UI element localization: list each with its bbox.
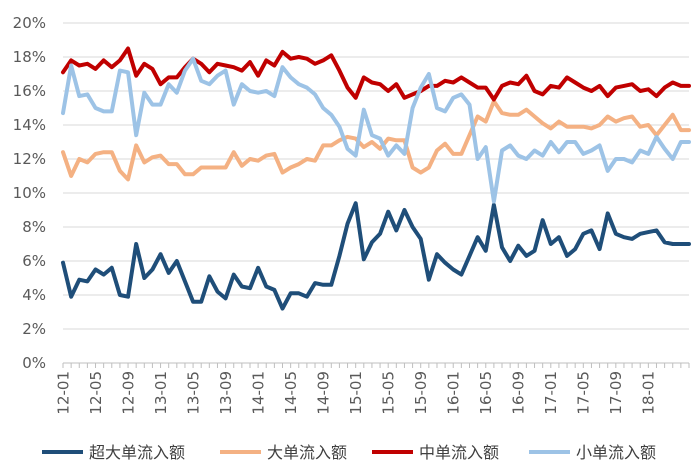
legend-label: 小单流入额 bbox=[576, 443, 656, 462]
x-tick-label: 16-09 bbox=[510, 371, 528, 415]
x-tick-label: 12-09 bbox=[119, 371, 137, 415]
x-tick-label: 12-01 bbox=[54, 371, 72, 415]
y-tick-label: 6% bbox=[22, 252, 46, 270]
x-tick-label: 15-05 bbox=[379, 371, 397, 415]
y-tick-label: 20% bbox=[13, 14, 46, 32]
y-tick-label: 8% bbox=[22, 218, 46, 236]
x-tick-label: 15-09 bbox=[412, 371, 430, 415]
x-tick-label: 17-05 bbox=[575, 371, 593, 415]
x-tick-label: 17-01 bbox=[542, 371, 560, 415]
series-line-2 bbox=[61, 99, 691, 182]
x-tick-label: 18-01 bbox=[640, 371, 658, 415]
legend-label: 超大单流入额 bbox=[89, 443, 185, 462]
legend: 超大单流入额 大单流入额 中单流入额 小单流入额 bbox=[42, 443, 656, 462]
series-line-4 bbox=[61, 56, 691, 204]
series-layer bbox=[61, 46, 691, 311]
y-tick-label: 18% bbox=[13, 48, 46, 66]
series-line-1 bbox=[61, 201, 691, 311]
series-line-3 bbox=[61, 46, 691, 102]
x-tick-label: 13-05 bbox=[184, 371, 202, 415]
y-tick-label: 4% bbox=[22, 286, 46, 304]
x-tick-label: 16-01 bbox=[444, 371, 462, 415]
x-tick-label: 14-05 bbox=[282, 371, 300, 415]
x-tick-label: 13-09 bbox=[217, 371, 235, 415]
axis-layer: 0% 2% 4% 6% 8% 10% 12% 14% 16% 18% 20% 12-01 12-05 12… bbox=[13, 14, 690, 415]
x-tick-label: 14-01 bbox=[249, 371, 267, 415]
x-tick-label: 14-09 bbox=[314, 371, 332, 415]
grid-layer bbox=[63, 22, 689, 330]
x-tick-label: 13-01 bbox=[152, 371, 170, 415]
x-tick-label: 16-05 bbox=[477, 371, 495, 415]
y-tick-label: 16% bbox=[13, 82, 46, 100]
legend-label: 大单流入额 bbox=[267, 443, 347, 462]
y-tick-label: 0% bbox=[22, 354, 46, 372]
y-tick-label: 12% bbox=[13, 150, 46, 168]
x-tick-label: 17-09 bbox=[607, 371, 625, 415]
legend-label: 中单流入额 bbox=[419, 443, 499, 462]
y-tick-label: 14% bbox=[13, 116, 46, 134]
x-tick-label: 12-05 bbox=[87, 371, 105, 415]
x-tick-label: 15-01 bbox=[347, 371, 365, 415]
y-tick-label: 10% bbox=[13, 184, 46, 202]
y-tick-label: 2% bbox=[22, 320, 46, 338]
